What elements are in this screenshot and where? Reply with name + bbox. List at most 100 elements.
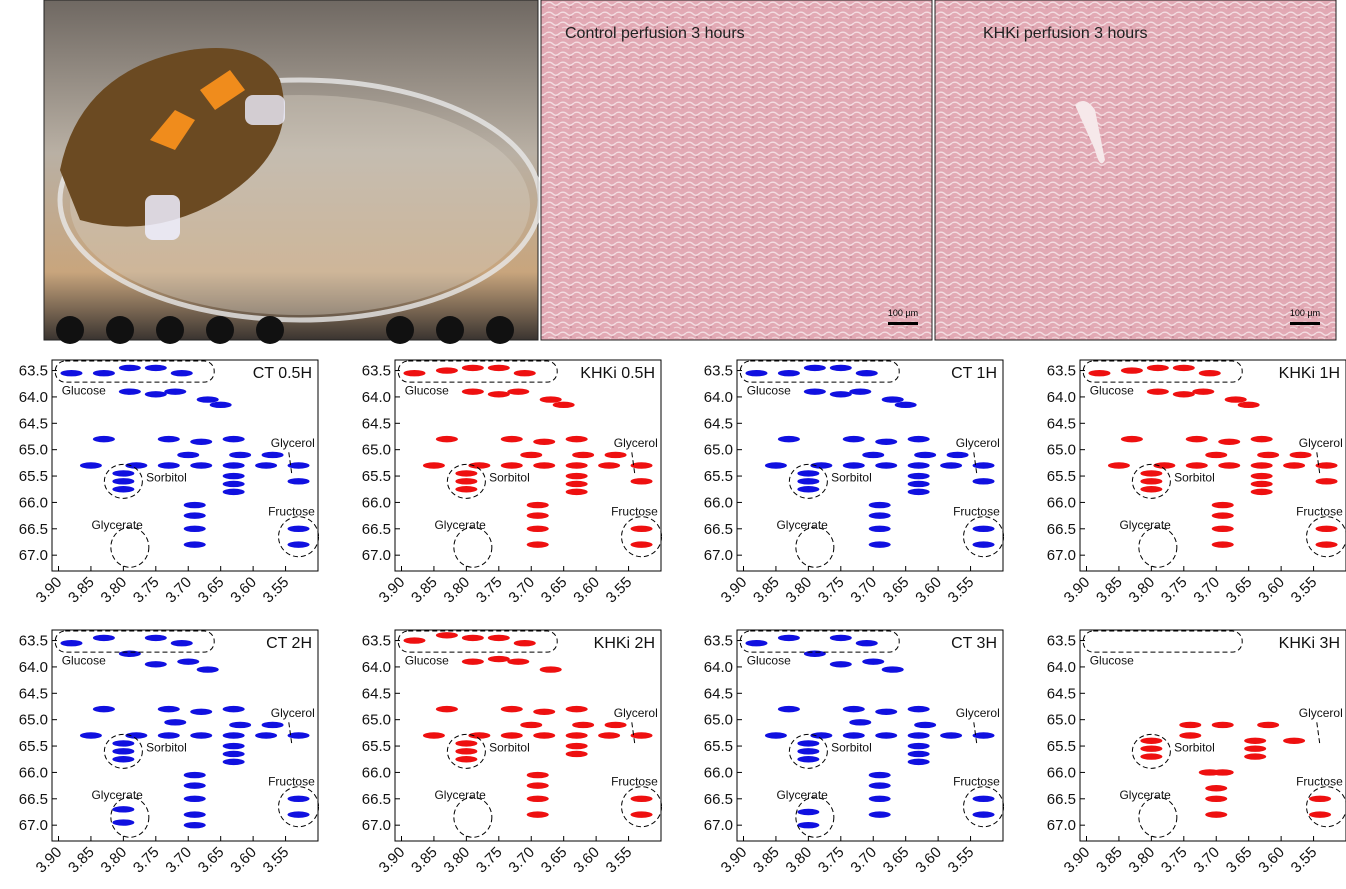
x-tick-label: 3.80 [1126,574,1159,607]
x-tick-label: 3.90 [376,844,409,877]
peak [80,732,102,738]
annotation: Fructose [1296,775,1343,789]
peak [184,541,206,547]
peak [507,388,529,394]
peak [797,478,819,484]
peak [488,365,510,371]
peak [973,526,995,532]
photo-dish [44,0,540,344]
panel-label: CT 1H [951,365,997,382]
nmr-panel: 63.564.064.565.065.566.066.567.03.903.85… [704,360,1004,606]
annotation: Glycerol [1299,436,1343,450]
x-tick-label: 3.55 [1288,844,1321,877]
peak [527,796,549,802]
peak [158,706,180,712]
y-tick-label: 63.5 [704,363,733,380]
peak [1316,478,1338,484]
peak [830,635,852,641]
peak [158,732,180,738]
peak [1251,489,1273,495]
peak [403,370,425,376]
peak [862,658,884,664]
peak [184,822,206,828]
y-tick-label: 66.5 [19,521,48,538]
x-tick-label: 3.55 [945,844,978,877]
peak [436,367,458,373]
peak [745,640,767,646]
peak [520,722,542,728]
peak [1225,396,1247,402]
peak [908,751,930,757]
peak [1244,738,1266,744]
peak [1199,370,1221,376]
peak [566,706,588,712]
peak [973,811,995,817]
peak [908,489,930,495]
panel-label: KHKi 0.5H [580,365,655,382]
peak [223,489,245,495]
annotation: Glucose [747,653,791,667]
peak [1238,402,1260,408]
peak [501,436,523,442]
x-tick-label: 3.55 [1288,574,1321,607]
peak [223,481,245,487]
peak [1140,753,1162,759]
peak [631,462,653,468]
peak [184,772,206,778]
x-tick-label: 3.70 [847,574,880,607]
peak [197,396,219,402]
x-tick-label: 3.70 [1190,574,1223,607]
peak [745,370,767,376]
x-tick-label: 3.60 [1255,574,1288,607]
peak [1173,365,1195,371]
peak [93,706,115,712]
peak [488,635,510,641]
peak [778,706,800,712]
peak [631,541,653,547]
x-tick-label: 3.60 [227,844,260,877]
peak [1212,512,1234,518]
peak [895,402,917,408]
y-tick-label: 67.0 [19,547,48,564]
y-tick-label: 66.5 [704,521,733,538]
peak [1186,462,1208,468]
peak [1205,452,1227,458]
panel-label: CT 2H [266,635,312,652]
peak [566,436,588,442]
annotation: Glycerol [956,706,1000,720]
peak [190,462,212,468]
x-tick-label: 3.85 [65,574,98,607]
annotation: Fructose [611,775,658,789]
peak [184,811,206,817]
peak [908,759,930,765]
peak [804,388,826,394]
peak [158,436,180,442]
scale-label: 100 µm [1290,308,1320,318]
y-tick-label: 64.5 [19,415,48,432]
peak [229,452,251,458]
x-tick-label: 3.85 [750,574,783,607]
peak [1212,541,1234,547]
peak [164,719,186,725]
peak [1309,796,1331,802]
peak [830,365,852,371]
annotation: Sorbitol [489,740,530,754]
y-tick-label: 65.5 [19,738,48,755]
peak [488,391,510,397]
peak [527,772,549,778]
y-tick-label: 64.5 [19,685,48,702]
x-tick-label: 3.90 [33,574,66,607]
peak [797,748,819,754]
x-tick-label: 3.60 [227,574,260,607]
peak [533,709,555,715]
peak [1251,481,1273,487]
peak [184,796,206,802]
peak [1309,811,1331,817]
peak [119,365,141,371]
peak [145,661,167,667]
annotation: Glycerol [956,436,1000,450]
peak [566,751,588,757]
y-tick-label: 66.0 [704,764,733,781]
annotation: Glycerate [91,788,143,802]
y-tick-label: 65.5 [1047,468,1076,485]
